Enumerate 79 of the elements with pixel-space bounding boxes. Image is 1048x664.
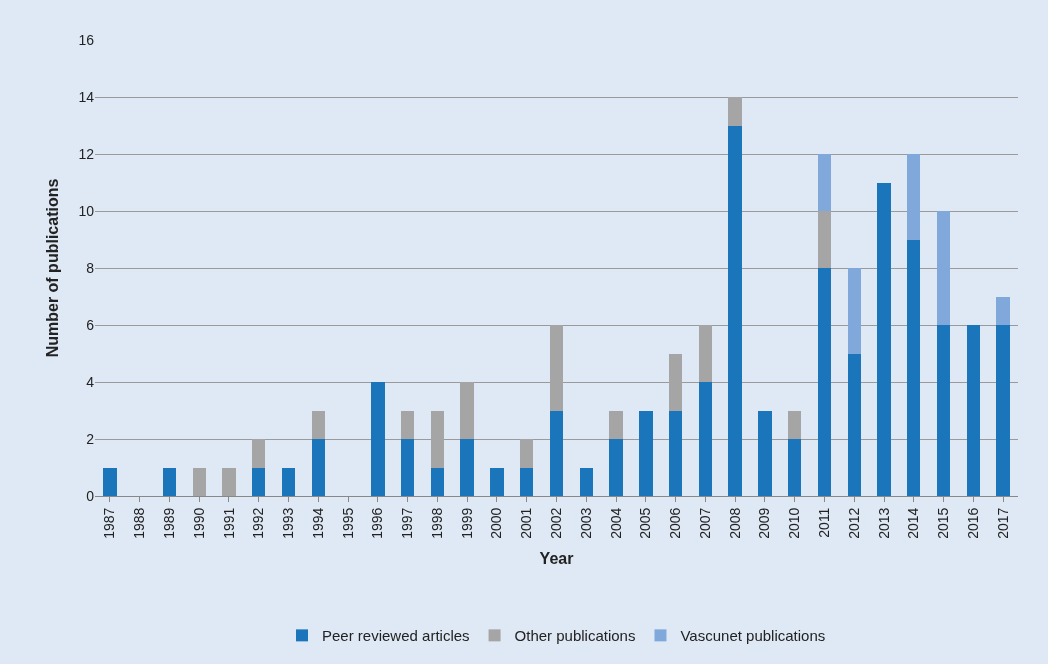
x-tick-label: 2010 <box>786 507 803 539</box>
bar <box>609 439 623 496</box>
y-axis-title: Number of publications <box>44 178 62 358</box>
bar <box>103 467 117 496</box>
y-tick-label: 12 <box>78 145 95 162</box>
bar <box>936 325 951 496</box>
x-tick-label: 2005 <box>637 507 654 539</box>
bar <box>698 382 713 496</box>
x-tick-label: 2016 <box>964 507 981 539</box>
bar <box>966 325 981 496</box>
x-tick-label: 2004 <box>607 507 624 539</box>
bar <box>311 439 326 496</box>
bar <box>371 382 385 496</box>
bar <box>907 154 921 240</box>
bar <box>758 410 772 496</box>
x-tick-label: 2014 <box>905 507 922 539</box>
bar <box>162 467 177 496</box>
x-tick-label: 2002 <box>548 507 565 539</box>
legend-label: Other publications <box>514 627 636 645</box>
x-tick-label: 1992 <box>250 507 267 539</box>
y-tick-label: 10 <box>78 202 95 219</box>
bar <box>460 439 474 496</box>
y-tick-label: 6 <box>86 316 95 333</box>
x-tick-label: 1999 <box>458 507 475 539</box>
x-tick-label: 2017 <box>994 507 1011 539</box>
y-tick-label: 0 <box>86 487 95 504</box>
bar <box>787 439 802 496</box>
x-tick-label: 2007 <box>696 507 713 539</box>
bar <box>520 467 534 496</box>
x-axis-title: Year <box>539 550 574 568</box>
x-tick-label: 2009 <box>756 507 773 539</box>
x-tick-label: 1990 <box>190 507 207 539</box>
bar <box>400 439 415 496</box>
bar <box>639 410 653 496</box>
x-tick-label: 2001 <box>518 507 535 539</box>
bar <box>877 182 891 496</box>
bar <box>430 467 445 496</box>
bar <box>579 467 593 496</box>
bar <box>817 154 832 211</box>
x-tick-label: 2008 <box>726 507 743 539</box>
x-tick-label: 2011 <box>816 507 833 538</box>
x-tick-label: 2012 <box>845 507 862 539</box>
bar <box>907 239 921 496</box>
x-tick-label: 1991 <box>220 507 237 539</box>
x-tick-label: 1988 <box>131 507 148 539</box>
x-tick-label: 2015 <box>935 507 952 539</box>
bar <box>490 467 504 496</box>
x-tick-label: 1993 <box>280 507 297 539</box>
bar <box>222 467 236 496</box>
bar <box>817 268 832 496</box>
bar <box>192 467 206 496</box>
bar <box>549 410 564 496</box>
x-tick-label: 2003 <box>577 507 594 539</box>
x-tick-label: 1997 <box>399 507 416 539</box>
bar <box>996 325 1010 496</box>
y-tick-label: 16 <box>78 31 95 48</box>
bar <box>281 467 296 496</box>
legend-label: Vascunet publications <box>680 627 826 645</box>
bar <box>847 268 861 354</box>
y-tick-label: 14 <box>78 88 95 105</box>
bar <box>252 467 266 496</box>
bar <box>936 211 951 325</box>
x-tick-label: 2006 <box>667 507 684 539</box>
x-tick-label: 1998 <box>428 507 445 539</box>
y-tick-label: 2 <box>86 430 95 447</box>
bar <box>847 353 861 496</box>
x-tick-label: 1994 <box>309 507 326 539</box>
bar <box>668 410 683 496</box>
y-tick-label: 4 <box>86 373 95 390</box>
x-tick-label: 2013 <box>875 507 892 539</box>
x-tick-label: 1989 <box>160 507 177 539</box>
bar <box>996 296 1010 325</box>
x-tick-label: 1987 <box>101 507 118 539</box>
bar <box>728 125 742 496</box>
x-tick-label: 2000 <box>488 507 505 539</box>
legend-label: Peer reviewed articles <box>322 627 470 645</box>
x-tick-label: 1995 <box>339 507 356 539</box>
y-tick-label: 8 <box>86 259 95 276</box>
x-tick-label: 1996 <box>369 507 386 539</box>
